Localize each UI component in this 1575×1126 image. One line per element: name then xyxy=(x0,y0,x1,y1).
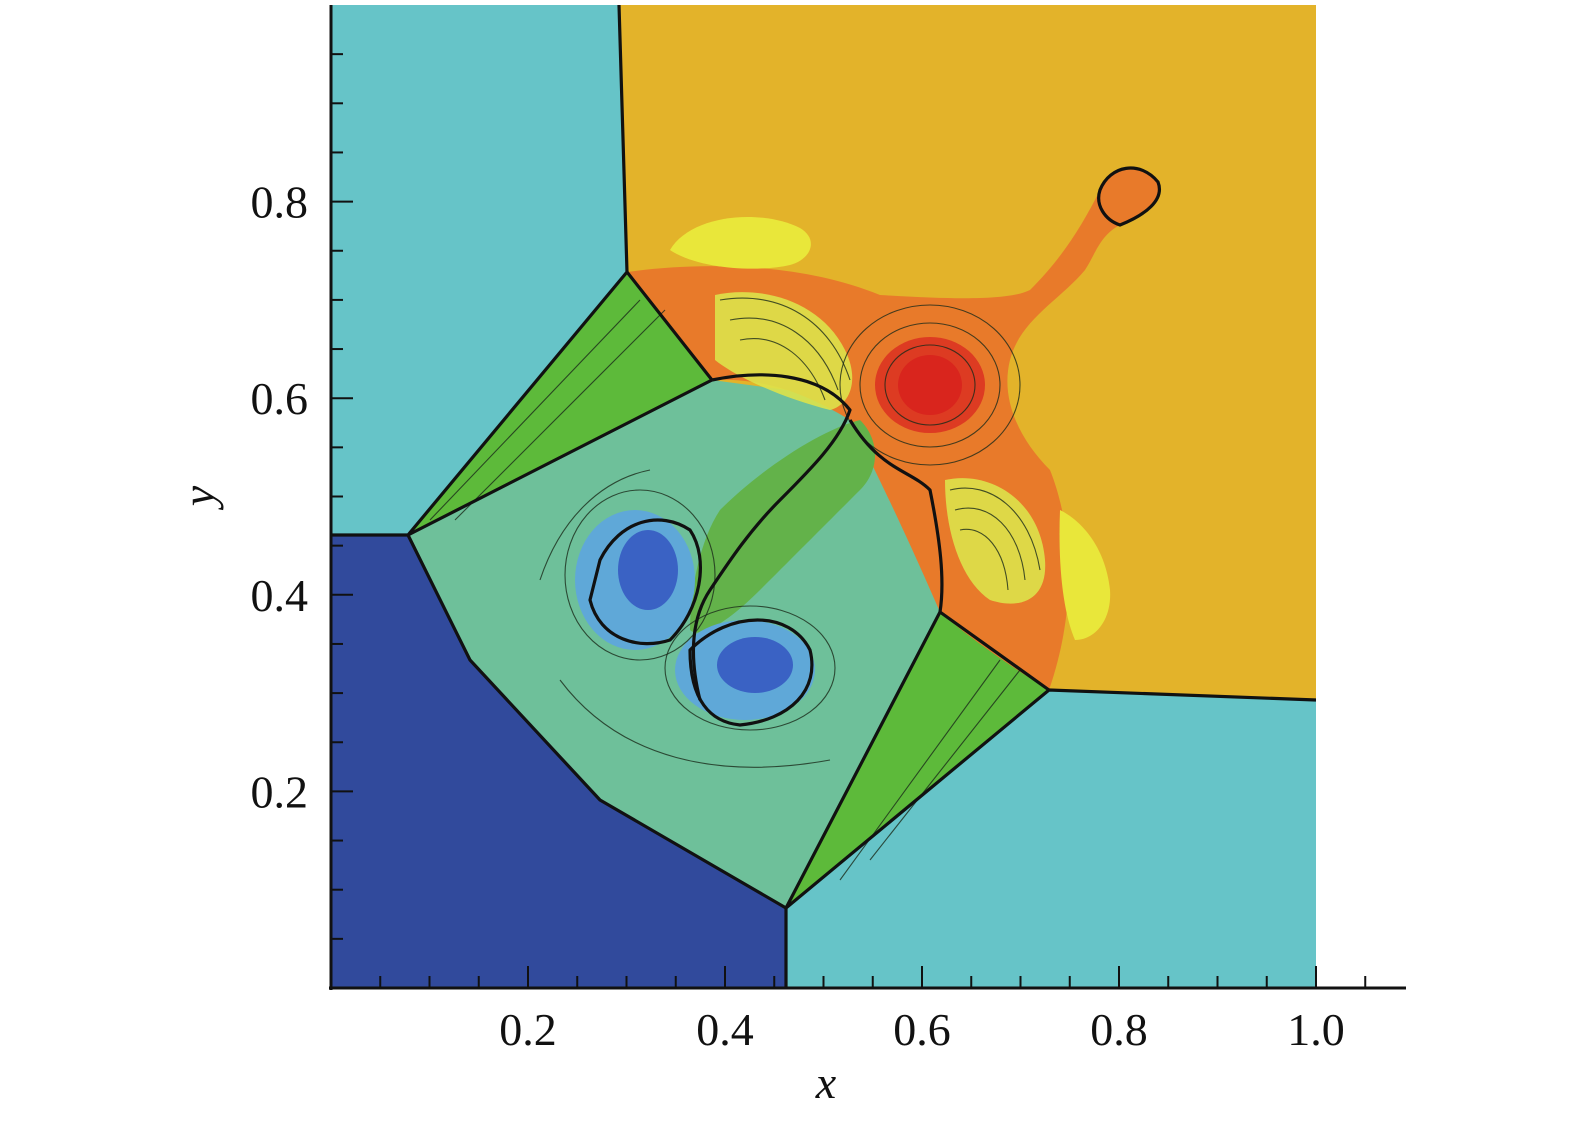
shock-lines xyxy=(331,5,1316,988)
x-tick-label: 1.0 xyxy=(1287,1004,1345,1055)
region-deep-blue-1 xyxy=(618,530,678,610)
region-green-lower xyxy=(786,612,1049,908)
region-yellow-upper xyxy=(670,216,811,269)
region-yellow-mid xyxy=(715,292,853,410)
x-tick-label: 0.8 xyxy=(1090,1004,1148,1055)
tick-labels: 0.2 0.4 0.6 0.8 1.0 0.2 0.4 0.6 0.8 xyxy=(251,177,1345,1055)
region-green-upper xyxy=(408,272,712,535)
y-tick-label: 0.8 xyxy=(251,177,309,228)
region-yellow-lower xyxy=(945,478,1046,604)
plot-area xyxy=(331,5,1316,988)
y-tick-label: 0.2 xyxy=(251,766,309,817)
y-tick-label: 0.4 xyxy=(251,570,309,621)
region-jet xyxy=(690,420,875,633)
region-yellow-right xyxy=(1059,510,1111,640)
x-tick-label: 0.4 xyxy=(696,1004,754,1055)
x-tick-label: 0.6 xyxy=(893,1004,951,1055)
contour-lines xyxy=(429,297,1041,881)
region-deep-blue-2 xyxy=(717,637,793,693)
region-blue xyxy=(331,535,786,988)
y-tick-label: 0.6 xyxy=(251,373,309,424)
y-axis-title: y xyxy=(173,485,224,510)
x-axis-title: x xyxy=(815,1057,837,1108)
tick-marks xyxy=(331,53,1367,988)
x-tick-label: 0.2 xyxy=(499,1004,557,1055)
